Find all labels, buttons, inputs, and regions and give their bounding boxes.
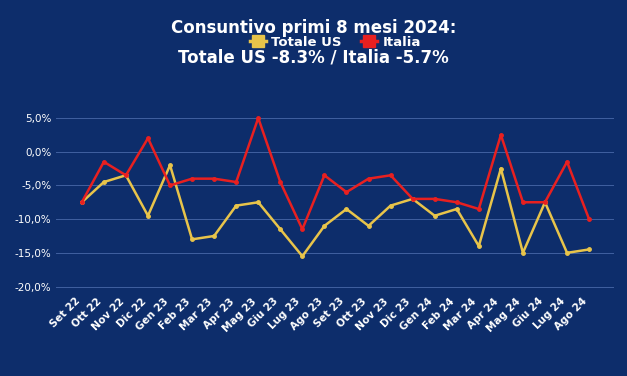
Legend: Totale US, Italia: Totale US, Italia: [245, 30, 426, 54]
Text: Consuntivo primi 8 mesi 2024:: Consuntivo primi 8 mesi 2024:: [171, 19, 456, 37]
Text: Totale US -8.3% / Italia -5.7%: Totale US -8.3% / Italia -5.7%: [178, 49, 449, 67]
